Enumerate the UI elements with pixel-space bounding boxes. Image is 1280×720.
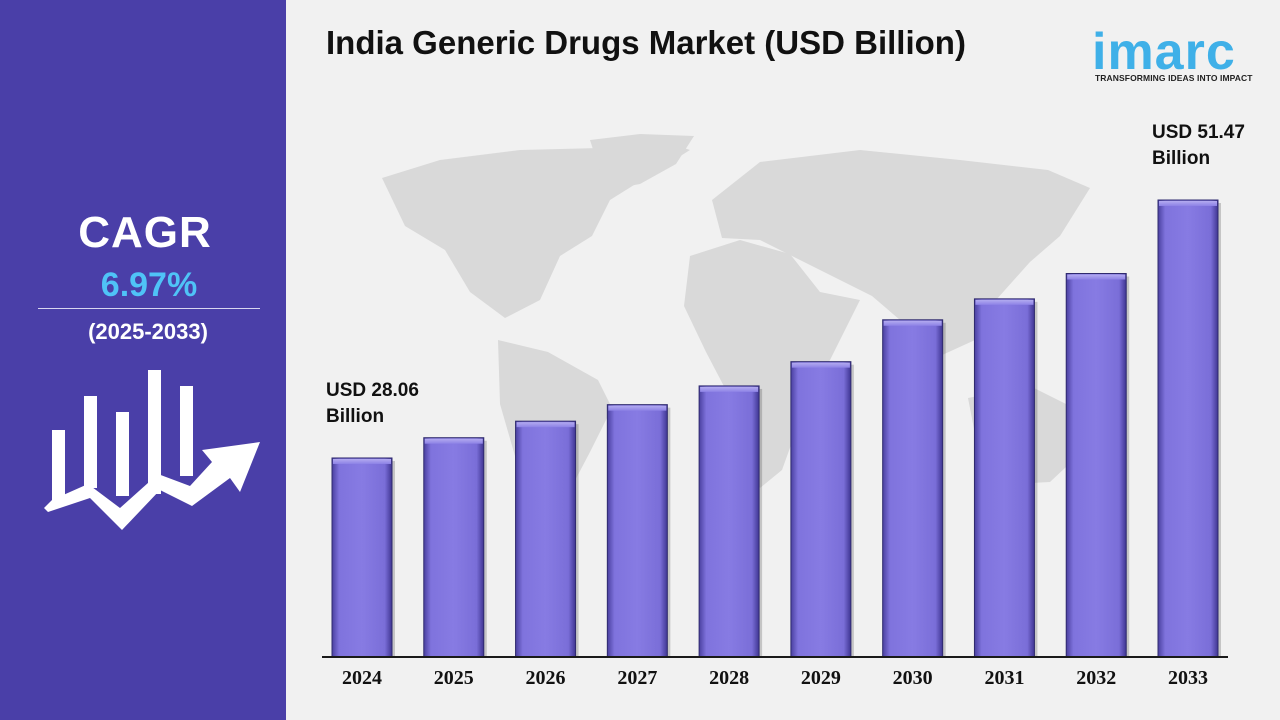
bar-2030: [882, 319, 944, 658]
imarc-logo: imarc TRANSFORMING IDEAS INTO IMPACT: [1092, 8, 1266, 88]
cagr-divider: [38, 308, 260, 309]
value-annotation-2033-line2: Billion: [1152, 148, 1210, 169]
value-annotation-2033-line1: USD 51.47: [1152, 122, 1245, 143]
bar-cap-2030: [883, 320, 942, 326]
x-tick-label: 2027: [617, 667, 657, 689]
bar-2027: [606, 404, 668, 658]
bar-2032: [1065, 273, 1127, 658]
bar-cap-2031: [975, 299, 1034, 305]
cagr-label: CAGR: [78, 208, 212, 257]
bar-cap-2025: [424, 438, 483, 444]
x-axis-labels: 2024 2025 2026 2027 2028 2029 2030 2031 2032 2033: [342, 667, 1208, 689]
bar-2029: [790, 361, 852, 658]
bar-2033: [1157, 199, 1219, 658]
x-tick-label: 2030: [893, 667, 933, 689]
logo-wordmark: imarc: [1092, 23, 1236, 81]
value-annotation-2024-line1: USD 28.06: [326, 380, 419, 401]
bar-cap-2024: [333, 458, 391, 464]
bar-cap-2029: [791, 362, 850, 368]
bar-cap-2026: [516, 422, 575, 428]
bar-cap-2028: [700, 386, 759, 392]
x-tick-label: 2032: [1076, 667, 1116, 689]
bar-2031: [973, 298, 1035, 658]
bars-group: [331, 199, 1221, 658]
x-tick-label: 2033: [1168, 667, 1208, 689]
bar-2024: [331, 457, 393, 658]
page-title: India Generic Drugs Market (USD Billion): [326, 24, 966, 61]
cagr-panel: CAGR 6.97% (2025-2033): [0, 0, 286, 720]
bar-cap-2032: [1067, 274, 1126, 280]
x-tick-label: 2024: [342, 667, 382, 689]
annotations-group: USD 28.06 Billion USD 51.47 Billion: [326, 122, 1245, 427]
cagr-period: (2025-2033): [88, 319, 208, 344]
cagr-value: 6.97%: [100, 266, 198, 304]
x-tick-label: 2029: [801, 667, 841, 689]
logo-tagline: TRANSFORMING IDEAS INTO IMPACT: [1095, 73, 1253, 83]
x-tick-label: 2028: [709, 667, 749, 689]
growth-chart-arrow-icon: [44, 370, 260, 530]
x-tick-label: 2025: [434, 667, 474, 689]
bar-cap-2027: [608, 405, 667, 411]
bar-2026: [515, 420, 577, 658]
bar-2028: [698, 385, 760, 658]
x-tick-label: 2026: [526, 667, 566, 689]
x-tick-label: 2031: [984, 667, 1024, 689]
bar-cap-2033: [1159, 201, 1217, 206]
bar-2025: [423, 437, 485, 658]
value-annotation-2024-line2: Billion: [326, 406, 384, 427]
